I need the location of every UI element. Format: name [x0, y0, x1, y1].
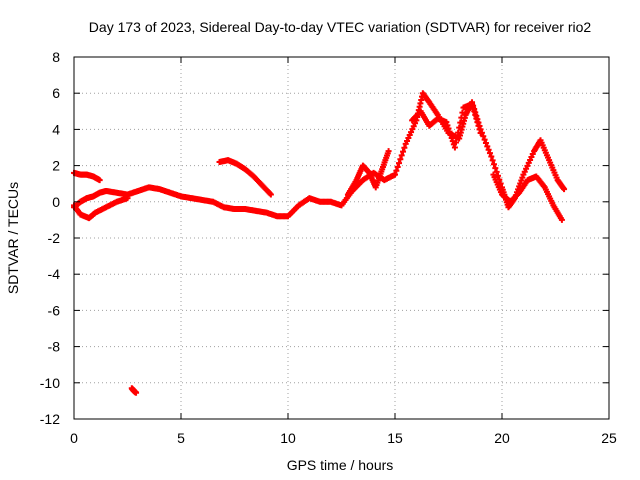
y-tick-label: 0	[52, 194, 60, 210]
data-point	[455, 129, 462, 136]
x-tick-label: 5	[177, 430, 185, 446]
data-point	[558, 216, 565, 223]
series-outlier	[128, 385, 140, 396]
data-point	[494, 172, 501, 179]
data-point	[393, 167, 400, 174]
data-point	[490, 161, 497, 168]
data-point	[484, 143, 491, 150]
data-point	[394, 163, 401, 170]
y-ticks: -12 -10 -8 -6 -4 -2 0 2 4 6 8	[40, 49, 609, 427]
data-point	[471, 108, 478, 115]
data-point	[469, 101, 476, 108]
data-point	[472, 111, 479, 118]
data-point	[458, 114, 465, 121]
data-point	[445, 125, 452, 132]
data-point	[454, 134, 461, 141]
x-tick-label: 0	[70, 430, 78, 446]
data-point	[398, 152, 405, 159]
y-tick-label: 4	[52, 121, 60, 137]
data-point	[124, 195, 131, 202]
chart-title: Day 173 of 2023, Sidereal Day-to-day VTE…	[89, 19, 592, 35]
data-point	[267, 191, 274, 198]
series-upper-early	[71, 169, 103, 184]
data-point	[400, 148, 407, 155]
data-point	[392, 171, 398, 178]
y-tick-label: -4	[48, 266, 61, 282]
data-point	[444, 122, 451, 129]
data-point	[459, 109, 466, 116]
y-tick-label: 6	[52, 85, 60, 101]
data-point	[451, 144, 458, 151]
data-point	[481, 136, 488, 143]
x-tick-label: 25	[601, 430, 617, 446]
data-point	[397, 156, 404, 163]
data-point	[475, 122, 482, 129]
series-cluster-13-14h	[344, 148, 392, 198]
x-axis-label: GPS time / hours	[287, 457, 394, 473]
y-tick-label: -12	[40, 411, 60, 427]
y-tick-label: -10	[40, 375, 60, 391]
data-points	[71, 90, 568, 396]
x-tick-label: 20	[494, 430, 510, 446]
data-point	[485, 146, 492, 153]
data-point	[482, 139, 489, 146]
data-point	[96, 177, 103, 184]
grid	[74, 57, 609, 419]
series-late-branch-21-23h	[490, 171, 565, 223]
data-point	[474, 119, 481, 126]
x-ticks: 0 5 10 15 20 25	[70, 57, 617, 446]
series-peaks-16-19h	[409, 101, 484, 151]
data-point	[480, 133, 487, 140]
y-axis-label: SDTVAR / TECUs	[5, 182, 21, 294]
y-tick-label: -2	[48, 230, 61, 246]
x-tick-label: 10	[280, 430, 296, 446]
data-point	[401, 144, 408, 151]
y-tick-label: 8	[52, 49, 60, 65]
data-point	[470, 104, 477, 111]
data-point	[493, 168, 500, 175]
data-point	[133, 389, 140, 396]
data-point	[385, 148, 392, 155]
x-tick-label: 15	[387, 430, 403, 446]
y-tick-label: -6	[48, 302, 61, 318]
data-point	[477, 130, 484, 137]
data-point	[486, 150, 493, 157]
series-main-trace	[71, 90, 568, 220]
data-point	[457, 119, 464, 126]
data-point	[443, 119, 450, 126]
data-point	[473, 115, 480, 122]
data-point	[452, 139, 459, 146]
data-point	[476, 126, 483, 133]
y-tick-label: -8	[48, 339, 61, 355]
series-arc-7-9h	[216, 157, 274, 198]
data-point	[396, 160, 403, 167]
y-tick-label: 2	[52, 158, 60, 174]
data-point	[489, 157, 496, 164]
data-point	[447, 131, 454, 138]
data-point	[488, 153, 495, 160]
data-point	[448, 134, 455, 141]
data-point	[449, 138, 456, 145]
data-point	[446, 128, 453, 135]
series-lower-branch	[71, 195, 131, 222]
data-point	[492, 165, 499, 172]
data-point	[561, 186, 568, 193]
data-point	[456, 124, 463, 131]
